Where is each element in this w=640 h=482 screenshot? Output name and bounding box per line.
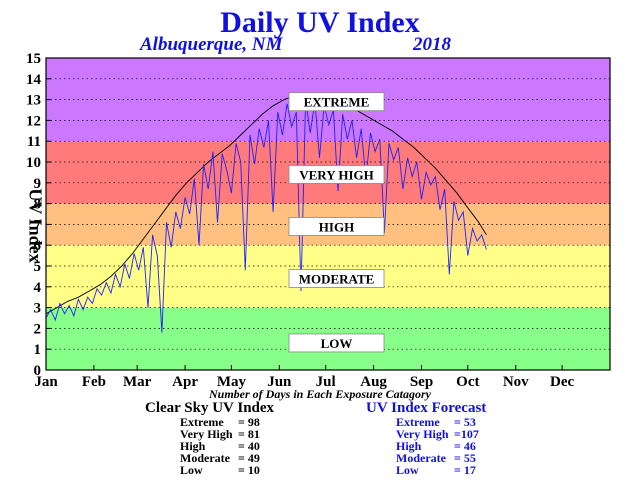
count-value: = 49 [238, 451, 260, 465]
y-tick-label: 15 [26, 51, 41, 67]
x-tick-label: Nov [503, 374, 529, 390]
location-label: Albuquerque, NM [140, 34, 283, 55]
band-label: VERY HIGH [299, 167, 374, 182]
y-tick-label: 7 [34, 217, 42, 233]
forecast-title: UV Index Forecast [366, 400, 487, 416]
x-tick-label: Jan [34, 374, 58, 390]
count-value: = 10 [238, 463, 260, 477]
count-value: = 46 [454, 439, 476, 453]
band-label: MODERATE [299, 271, 375, 286]
count-value: = 53 [454, 415, 476, 429]
x-tick-label: May [217, 374, 247, 390]
band-label-box [288, 333, 385, 353]
year-label: 2018 [413, 34, 451, 55]
x-tick-label: Jul [316, 374, 336, 390]
band-labels: EXTREME VERY HIGH HIGH MODERATE LOW [288, 92, 385, 353]
x-tick-label: Jun [267, 374, 292, 390]
plot-frame [45, 57, 611, 371]
y-tick-label: 8 [34, 197, 42, 213]
count-value: = 40 [238, 439, 260, 453]
band-label-box [288, 92, 385, 112]
count-label: Extreme [180, 415, 224, 429]
y-tick-label: 0 [34, 363, 42, 379]
count-label: Very High [180, 427, 233, 441]
count-value: = 17 [454, 463, 476, 477]
y-tick-label: 2 [34, 321, 42, 337]
y-tick-label: 12 [26, 113, 41, 129]
count-label: High [396, 439, 422, 453]
count-label: Low [180, 463, 203, 477]
count-value: = 81 [238, 427, 260, 441]
count-label: High [180, 439, 206, 453]
band-label-box [288, 165, 385, 184]
y-tick-label: 4 [34, 280, 42, 296]
x-tick-label: Feb [82, 374, 106, 390]
count-value: = 55 [454, 451, 476, 465]
band-label-box [288, 269, 385, 288]
y-tick-label: 5 [34, 259, 42, 275]
y-tick-label: 1 [34, 342, 42, 358]
y-tick-label: 10 [26, 155, 41, 171]
counts-caption: Number of Days in Each Exposure Catagory [208, 387, 432, 401]
series-lines [45, 92, 487, 333]
count-value: = 98 [238, 415, 260, 429]
count-label: Low [396, 463, 419, 477]
chart-title: Daily UV Index [220, 6, 420, 39]
x-tick-label: Oct [456, 374, 479, 390]
y-tick-label: 9 [34, 176, 42, 192]
count-label: Very High [396, 427, 449, 441]
x-tick-label: Sep [410, 374, 433, 390]
y-tick-label: 11 [27, 134, 41, 150]
series-uv-index-forecast [45, 99, 487, 333]
x-tick-label: Mar [123, 374, 152, 390]
band-label: LOW [321, 336, 353, 351]
count-value: =107 [454, 427, 479, 441]
y-tick-label: 13 [26, 93, 41, 109]
y-tick-label: 6 [34, 238, 42, 254]
x-tick-label: Apr [172, 374, 198, 390]
y-tick-label: 14 [26, 72, 42, 88]
x-tick-label: Aug [360, 374, 387, 390]
count-label: Moderate [180, 451, 230, 465]
y-tick-label: 3 [34, 301, 42, 317]
count-label: Moderate [396, 451, 446, 465]
x-tick-label: Dec [550, 374, 574, 390]
series-clear-sky-uv-index [45, 92, 487, 315]
count-label: Extreme [396, 415, 440, 429]
band-label: HIGH [319, 219, 354, 234]
band-label-box [288, 217, 385, 236]
clear-sky-title: Clear Sky UV Index [145, 400, 275, 416]
band-label: EXTREME [304, 95, 370, 110]
